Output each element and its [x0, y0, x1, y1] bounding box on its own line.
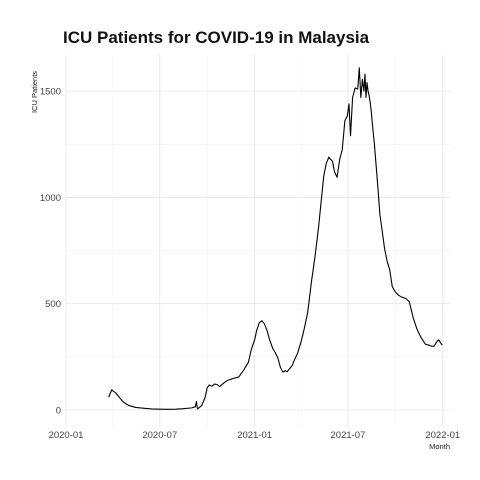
chart-title: ICU Patients for COVID-19 in Malaysia: [63, 28, 370, 47]
y-tick-label: 0: [56, 405, 61, 416]
x-tick-label: 2021-01: [237, 430, 272, 441]
y-axis-label: ICU Patients: [30, 71, 39, 113]
y-tick-label: 500: [45, 299, 61, 310]
y-tick-label: 1000: [40, 193, 61, 204]
minor-gridlines: [66, 55, 450, 427]
x-tick-label: 2021-07: [331, 430, 366, 441]
x-tick-label: 2020-07: [142, 430, 177, 441]
y-axis-ticks: 0 500 1000 1500: [40, 87, 61, 417]
x-axis-ticks: 2020-01 2020-07 2021-01 2021-07 2022-01: [49, 430, 461, 441]
x-tick-label: 2020-01: [49, 430, 84, 441]
y-tick-label: 1500: [40, 87, 61, 98]
x-axis-label: Month: [429, 442, 450, 451]
icu-patients-line: [108, 67, 443, 410]
major-gridlines: [65, 55, 450, 427]
x-tick-label: 2022-01: [425, 430, 460, 441]
